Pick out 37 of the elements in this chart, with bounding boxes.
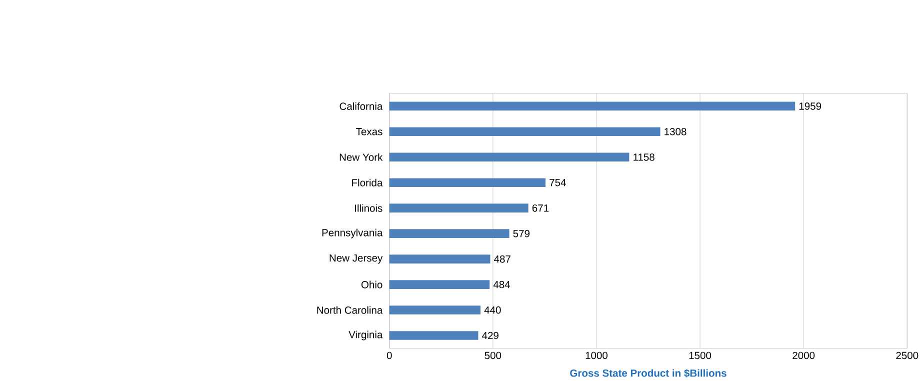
x-axis-title: Gross State Product in $Billions xyxy=(570,369,726,378)
data-label: 1959 xyxy=(799,102,822,110)
x-tick-label: 500 xyxy=(484,352,502,360)
y-tick-label: New Jersey xyxy=(330,254,383,264)
y-tick-label: Virginia xyxy=(348,330,383,340)
data-label: 1308 xyxy=(664,128,686,136)
x-tick-label: 1500 xyxy=(689,352,712,360)
y-tick-label: Texas xyxy=(356,128,382,136)
y-tick-label: New York xyxy=(340,153,383,161)
y-tick-label: Illinois xyxy=(355,204,382,212)
bar xyxy=(389,178,546,188)
y-tick-label: Florida xyxy=(352,178,383,186)
data-label: 754 xyxy=(550,179,566,186)
bar xyxy=(389,204,528,213)
y-tick-label: Ohio xyxy=(361,280,382,288)
bar xyxy=(389,254,490,264)
bar xyxy=(389,152,630,162)
data-label: 487 xyxy=(494,255,510,263)
bar xyxy=(389,280,490,290)
x-tick-label: 0 xyxy=(386,352,392,360)
bar xyxy=(389,306,480,314)
y-tick-label: Pennsylvania xyxy=(322,228,383,238)
data-label: 429 xyxy=(482,332,498,340)
bar xyxy=(389,229,510,238)
data-label: 671 xyxy=(532,204,549,212)
x-tick-label: 1000 xyxy=(586,352,608,360)
bar xyxy=(389,127,660,136)
x-tick-label: 2500 xyxy=(896,352,918,360)
y-tick-label: California xyxy=(340,102,383,110)
y-tick-label: North Carolina xyxy=(317,306,383,314)
data-label: 440 xyxy=(484,306,501,314)
data-label: 484 xyxy=(493,280,510,288)
bar xyxy=(389,331,478,340)
data-label: 579 xyxy=(513,230,530,238)
x-tick-label: 2000 xyxy=(792,352,815,360)
bar xyxy=(389,102,796,111)
data-label: 1158 xyxy=(634,154,654,161)
